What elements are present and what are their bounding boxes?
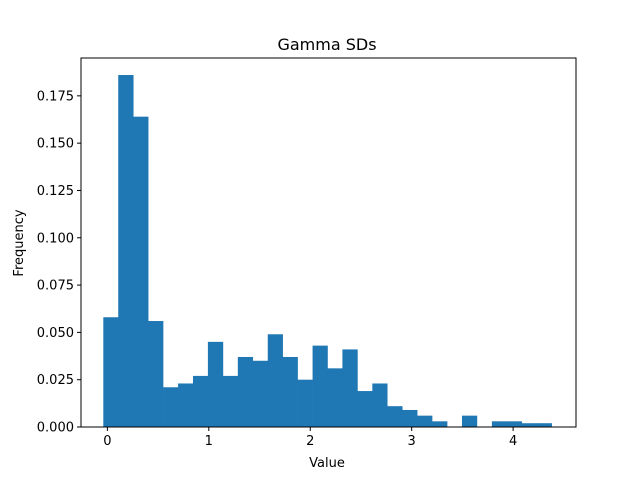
histogram-bar-12 [282, 356, 298, 427]
histogram-bar-19 [387, 406, 403, 427]
plot-frame [80, 57, 577, 428]
histogram-bar-24 [461, 415, 478, 427]
histogram-bar-20 [402, 409, 418, 427]
histogram-bar-28 [521, 423, 538, 427]
histogram-bar-7 [207, 341, 224, 427]
histogram-bar-18 [372, 383, 388, 427]
x-tick-label-2: 2 [306, 434, 314, 449]
histogram-bar-2 [133, 116, 149, 427]
histogram-bar-6 [192, 375, 209, 427]
histogram-bar-26 [491, 421, 508, 427]
y-axis: 0.000 0.025 0.050 0.075 0.100 0.125 0.150 0.175 [37, 89, 81, 436]
histogram-bar-21 [417, 415, 433, 427]
histogram-bar-0 [103, 317, 119, 427]
chart-title: Gamma SDs [277, 35, 376, 54]
x-tick-label-1: 1 [205, 434, 213, 449]
histogram-bar-9 [237, 356, 254, 427]
x-axis-label: Value [309, 456, 345, 471]
histogram-bar-29 [536, 423, 552, 427]
y-tick-label-7: 0.175 [37, 89, 74, 104]
y-tick-label-5: 0.125 [37, 184, 74, 199]
bars-group [103, 75, 552, 427]
histogram-bar-5 [178, 383, 194, 427]
x-tick-label-4: 4 [509, 434, 517, 449]
y-tick-label-1: 0.025 [37, 373, 74, 388]
y-axis-label: Frequency [12, 209, 27, 276]
histogram-bar-1 [118, 75, 134, 427]
histogram-bar-14 [312, 345, 328, 427]
y-tick-label-2: 0.050 [37, 326, 74, 341]
histogram-bar-3 [148, 321, 164, 427]
histogram-bar-13 [297, 379, 313, 427]
y-tick-label-4: 0.100 [37, 231, 74, 246]
histogram-bar-4 [163, 387, 179, 427]
histogram-bar-17 [357, 391, 373, 427]
y-tick-label-3: 0.075 [37, 279, 74, 294]
histogram-bar-27 [506, 421, 523, 427]
histogram-bar-10 [252, 360, 269, 427]
x-tick-label-3: 3 [408, 434, 416, 449]
x-axis: 0 1 2 3 4 [103, 427, 517, 449]
histogram-bar-8 [222, 375, 239, 427]
histogram-bar-15 [327, 368, 343, 427]
x-tick-label-0: 0 [103, 434, 111, 449]
histogram-bar-22 [432, 421, 448, 427]
y-tick-label-0: 0.000 [37, 421, 74, 436]
y-tick-label-6: 0.150 [37, 137, 74, 152]
histogram-bar-16 [342, 349, 358, 427]
histogram-bar-11 [267, 334, 283, 427]
